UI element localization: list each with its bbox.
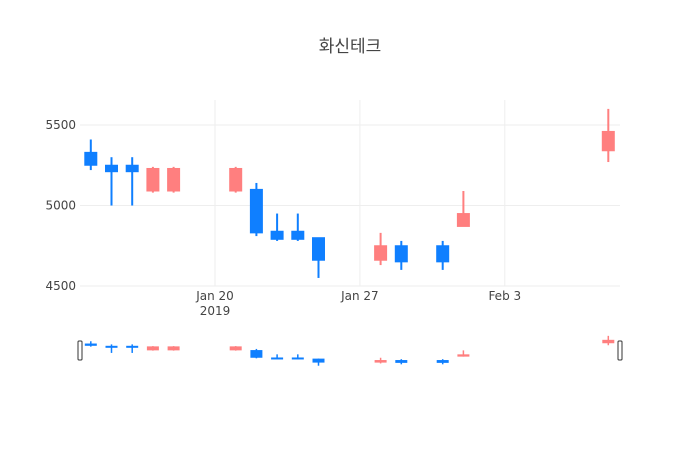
x-tick-label: Jan 20 [195, 289, 234, 303]
candle [229, 166, 243, 193]
candle [394, 240, 408, 270]
candle [456, 191, 470, 227]
candle [374, 232, 388, 266]
candle [105, 157, 118, 206]
gridlines [80, 100, 620, 287]
range-slider-right-handle[interactable] [617, 340, 623, 361]
candle [146, 166, 160, 193]
y-tick-label: 4500 [45, 279, 76, 293]
candle [601, 108, 615, 163]
candle [312, 237, 325, 278]
candle [249, 182, 263, 237]
candles [84, 108, 615, 278]
candle [167, 166, 181, 193]
candle [291, 213, 305, 241]
x-tick-sublabel: 2019 [200, 304, 231, 318]
candle [436, 240, 450, 270]
candle [125, 157, 139, 206]
range-slider-left-handle[interactable] [77, 340, 83, 361]
x-tick-label: Jan 27 [340, 289, 379, 303]
candle [270, 213, 284, 241]
chart-title: 화신테크 [318, 37, 382, 57]
y-axis: 4500 5000 5500 [45, 118, 76, 293]
candle [84, 139, 98, 171]
range-slider[interactable] [77, 335, 623, 366]
y-tick-label: 5500 [45, 118, 76, 132]
x-tick-label: Feb 3 [488, 289, 521, 303]
y-tick-label: 5000 [45, 199, 76, 213]
